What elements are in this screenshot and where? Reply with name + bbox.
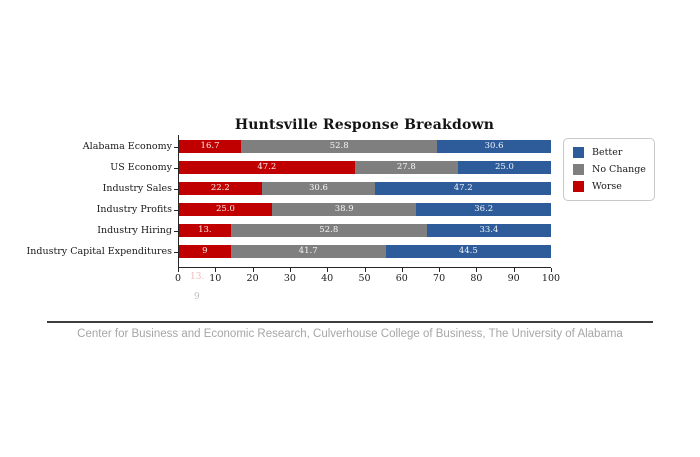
x-axis-tick	[401, 268, 403, 272]
category-label: US Economy	[110, 162, 172, 173]
x-axis-tick	[364, 268, 366, 272]
bar-value-label: 30.6	[484, 141, 504, 152]
x-axis-tick-label: 0	[174, 273, 182, 284]
bar-segment-no-change: 30.6	[261, 182, 376, 195]
x-axis-tick-label: 40	[321, 273, 334, 284]
x-axis-tick-label: 100	[541, 273, 561, 284]
no-change-swatch-icon	[573, 164, 584, 175]
x-axis-tick	[215, 268, 217, 272]
footer-attribution: Center for Business and Economic Researc…	[77, 328, 623, 340]
bar-segment-worse: 22.2	[179, 182, 262, 195]
stacked-bar: 22.2 30.6 47.2	[179, 182, 551, 195]
bar-segment-no-change: 27.8	[354, 161, 458, 174]
bar-value-label: 30.6	[309, 183, 328, 194]
x-axis-tick	[439, 268, 441, 272]
x-axis-tick-label: 50	[358, 273, 371, 284]
bar-value-label: 41.7	[298, 246, 318, 257]
legend-label-worse: Worse	[592, 180, 622, 192]
x-axis-tick-label: 60	[395, 273, 408, 284]
bar-value-label: 33.4	[479, 225, 499, 236]
bar-value-label: 9	[202, 246, 208, 257]
x-axis-tick	[476, 268, 478, 272]
bar-segment-better: 36.2	[416, 203, 551, 216]
stacked-bar: 16.7 52.8 30.6	[179, 140, 551, 153]
y-axis-tick	[174, 251, 178, 253]
stacked-bar: 13. 52.8 33.4	[179, 224, 551, 237]
bar-segment-worse: 9	[179, 245, 231, 258]
y-axis-tick	[174, 209, 178, 211]
category-label: Industry Capital Expenditures	[26, 246, 173, 257]
x-axis-tick-label: 80	[470, 273, 483, 284]
chart-title: Huntsville Response Breakdown	[234, 117, 495, 133]
legend-item-better: Better	[573, 147, 645, 158]
plot-area: 16.7 52.8 30.6 47.2 27.8 25.0 22.2 30.6 47.2 25.0…	[178, 135, 551, 268]
bar-value-label: 38.9	[334, 204, 354, 215]
category-label: Alabama Economy	[82, 141, 172, 152]
better-swatch-icon	[573, 147, 584, 158]
bar-segment-better: 25.0	[457, 161, 551, 174]
stacked-bar: 9 41.7 44.5	[179, 245, 551, 258]
legend-item-no-change: No Change	[573, 163, 646, 175]
bar-segment-no-change: 38.9	[271, 203, 417, 216]
x-axis-tick-label: 70	[433, 273, 446, 284]
x-axis-tick-label: 20	[246, 273, 259, 284]
x-axis-tick	[252, 268, 254, 272]
bar-segment-better: 30.6	[437, 140, 551, 153]
x-axis-tick	[289, 268, 291, 272]
bar-segment-worse: 25.0	[179, 203, 272, 216]
bar-segment-no-change: 41.7	[230, 245, 386, 258]
y-axis-tick	[174, 146, 178, 148]
ghost-value-label: 9	[194, 292, 200, 302]
bar-value-label: 52.8	[329, 141, 349, 152]
x-axis-tick	[178, 268, 179, 272]
bar-value-label: 25.0	[215, 204, 235, 215]
y-axis-tick	[174, 188, 178, 190]
stacked-bar: 25.0 38.9 36.2	[179, 203, 551, 216]
bar-value-label: 47.2	[453, 183, 473, 194]
legend-label-better: Better	[592, 146, 623, 158]
x-axis-tick	[551, 268, 552, 272]
bar-value-label: 25.0	[495, 162, 514, 173]
bar-segment-better: 44.5	[385, 245, 551, 258]
legend-item-worse: Worse	[573, 181, 645, 192]
category-label: Industry Hiring	[97, 225, 172, 236]
legend-label-no-change: No Change	[592, 163, 646, 175]
ghost-value-label: 13.	[190, 272, 205, 282]
bar-value-label: 27.8	[396, 162, 416, 173]
stacked-bar: 47.2 27.8 25.0	[179, 161, 551, 174]
bar-segment-better: 47.2	[375, 182, 551, 195]
bar-value-label: 22.2	[210, 183, 230, 194]
x-axis-tick	[327, 268, 329, 272]
y-axis-tick	[174, 167, 178, 169]
x-axis-tick-label: 10	[209, 273, 222, 284]
footer-divider	[47, 321, 653, 323]
x-axis-tick-label: 30	[283, 273, 296, 284]
worse-swatch-icon	[573, 181, 584, 192]
bar-value-label: 47.2	[257, 162, 277, 173]
x-axis-tick	[513, 268, 515, 272]
legend: Better No Change Worse	[563, 138, 655, 201]
bar-value-label: 16.7	[200, 141, 220, 152]
bar-value-label: 36.2	[474, 204, 494, 215]
category-label: Industry Sales	[102, 183, 172, 194]
bar-segment-worse: 13.	[179, 224, 231, 237]
bar-segment-worse: 16.7	[179, 140, 242, 153]
bar-segment-worse: 47.2	[179, 161, 355, 174]
bar-value-label: 52.8	[319, 225, 339, 236]
bar-segment-no-change: 52.8	[230, 224, 427, 237]
bar-value-label: 13.	[198, 225, 212, 236]
bar-segment-no-change: 52.8	[241, 140, 438, 153]
y-axis-tick	[174, 230, 178, 232]
category-label: Industry Profits	[96, 204, 172, 215]
bar-segment-better: 33.4	[426, 224, 551, 237]
bar-value-label: 44.5	[458, 246, 478, 257]
x-axis-tick-label: 90	[507, 273, 520, 284]
